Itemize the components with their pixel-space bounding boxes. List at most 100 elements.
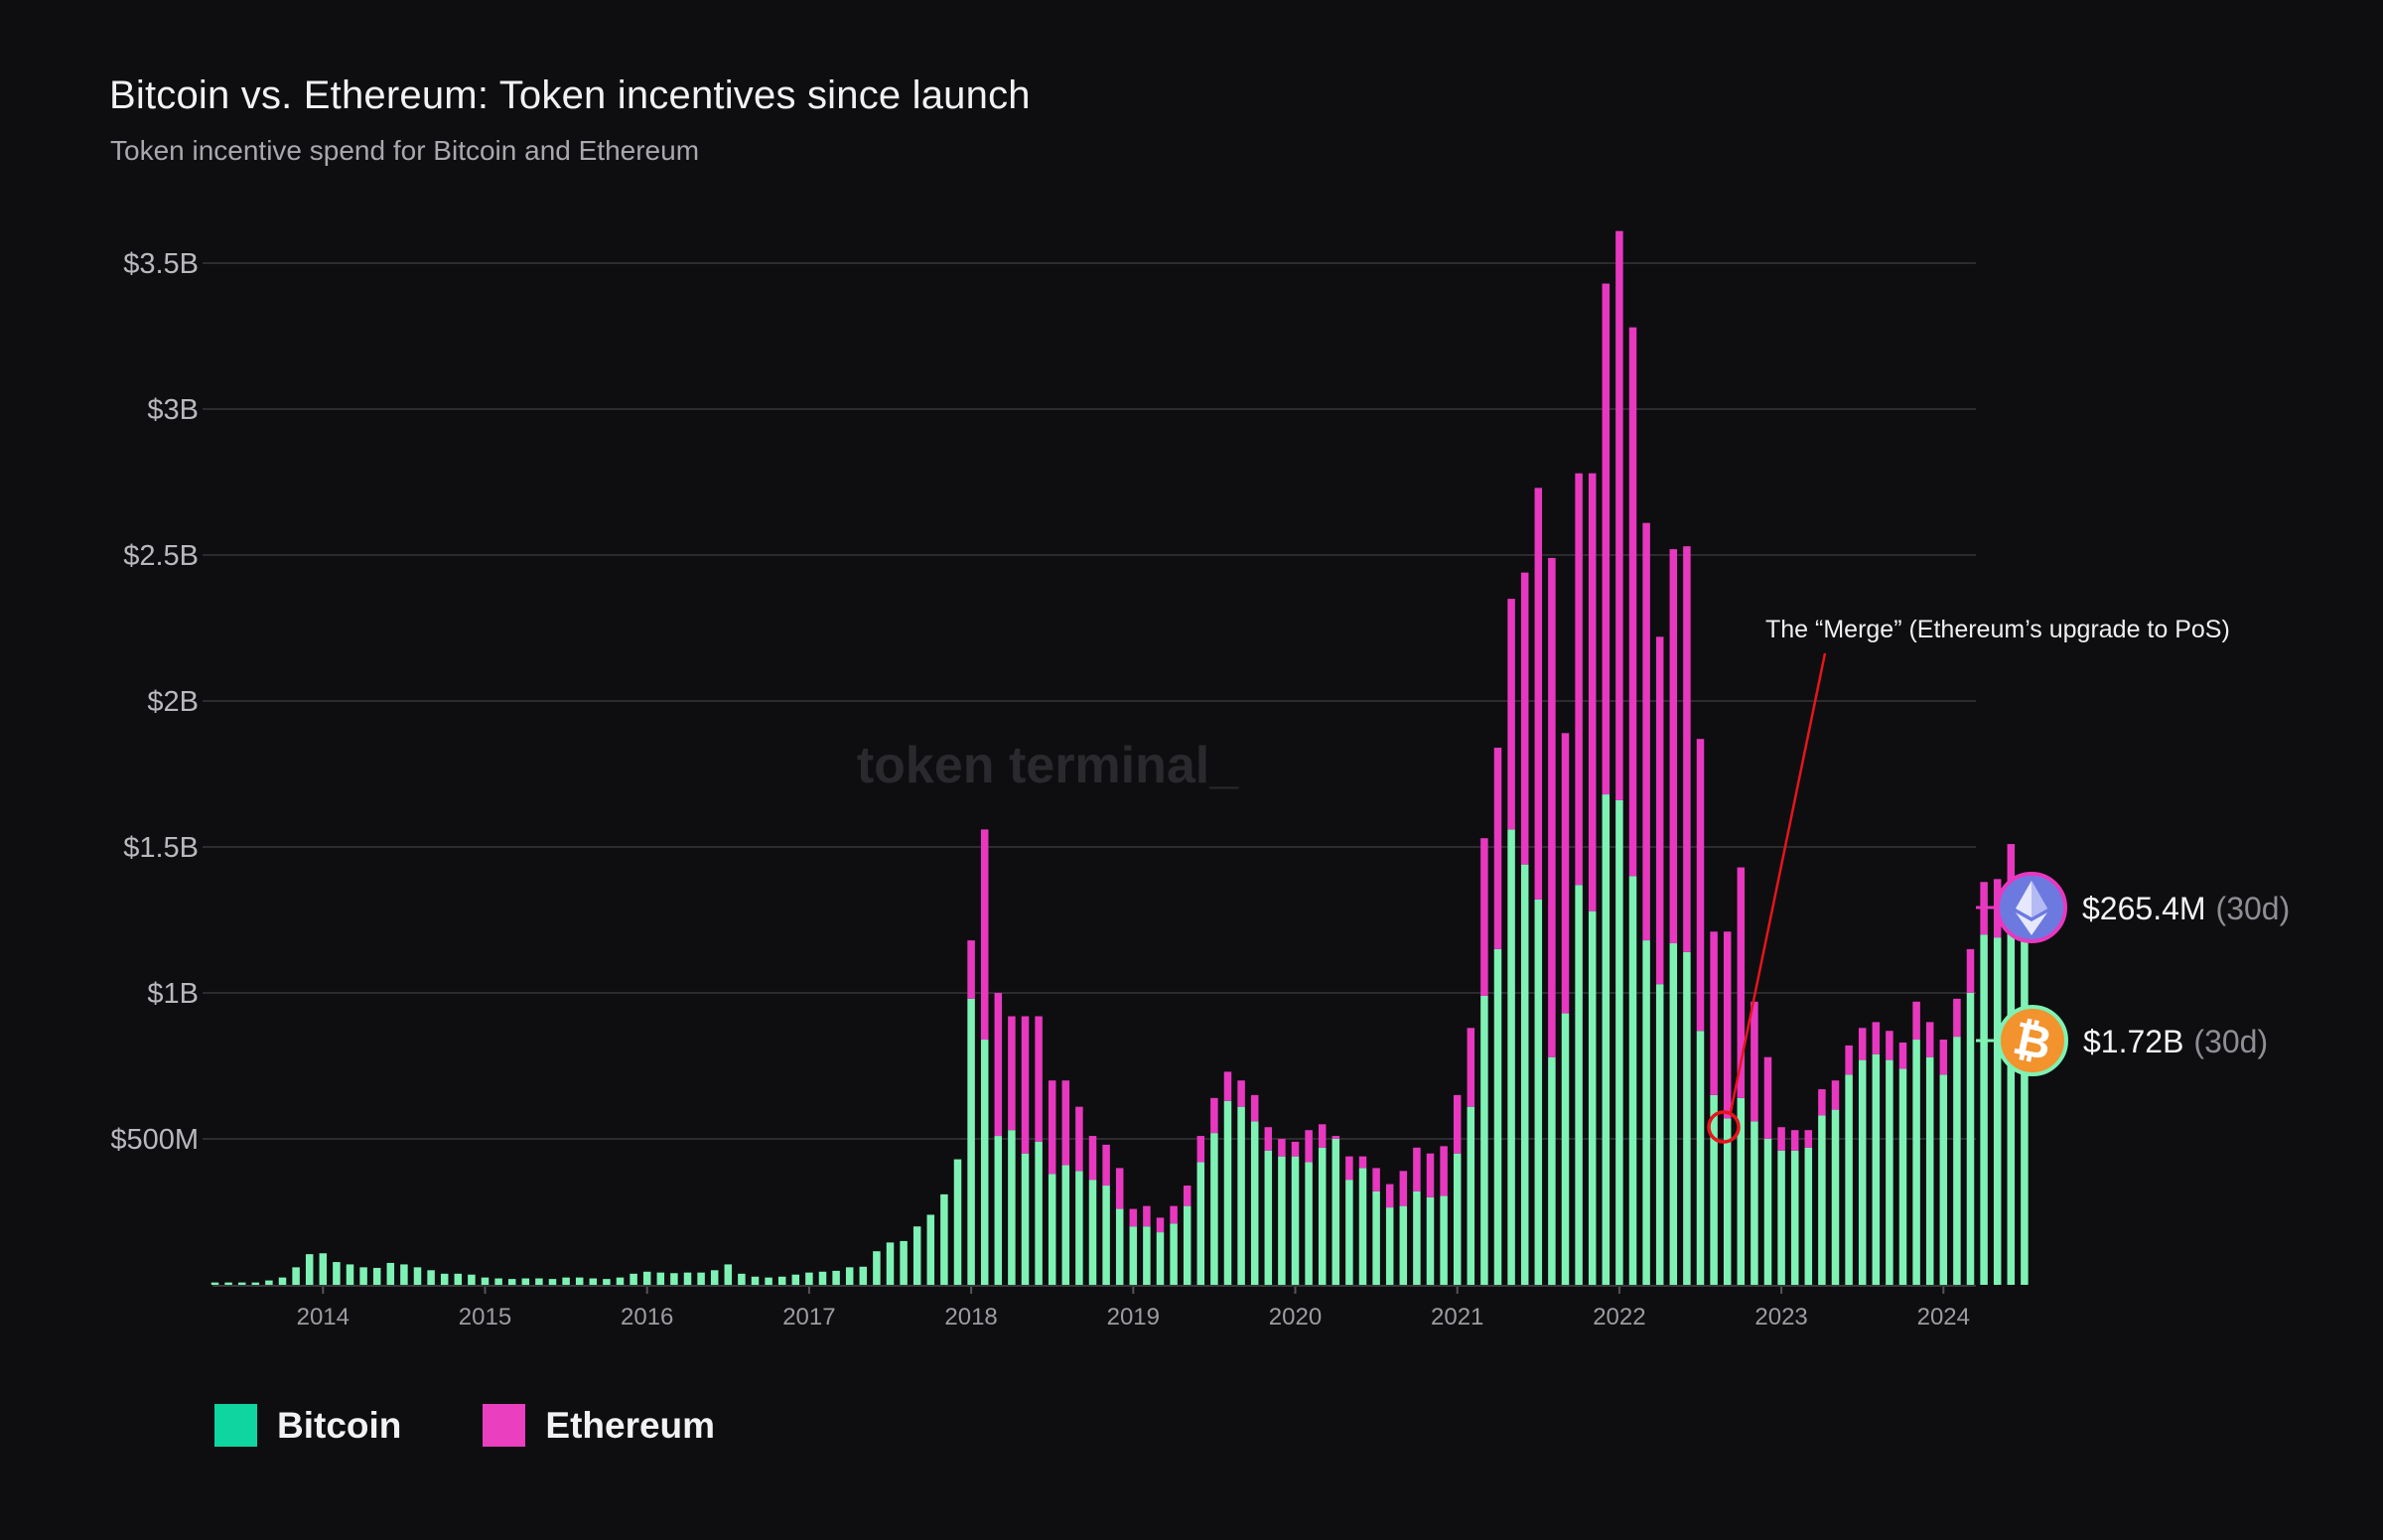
legend-label-bitcoin: Bitcoin — [277, 1404, 402, 1446]
bar-ethereum — [1628, 327, 1637, 877]
bar-ethereum — [1075, 1106, 1083, 1172]
bar-bitcoin — [926, 1214, 935, 1285]
x-tick-label: 2019 — [1107, 1304, 1160, 1330]
bar-bitcoin — [210, 1282, 219, 1285]
bar-ethereum — [1939, 1040, 1948, 1075]
bar-ethereum — [1737, 867, 1746, 1098]
bar-bitcoin — [900, 1240, 908, 1285]
y-tick-label: $2.5B — [123, 540, 199, 572]
bar-ethereum — [2007, 844, 2016, 903]
bitcoin-end-value: $1.72B — [2083, 1024, 2183, 1059]
bar-bitcoin — [1602, 794, 1611, 1285]
bar-ethereum — [1493, 748, 1502, 949]
bar-bitcoin — [859, 1266, 868, 1285]
bar-ethereum — [1602, 283, 1611, 795]
x-tick-label: 2018 — [944, 1304, 997, 1330]
bar-ethereum — [1858, 1028, 1867, 1060]
bar-ethereum — [1548, 557, 1556, 1057]
bar-ethereum — [1008, 1016, 1016, 1131]
bar-bitcoin — [805, 1272, 813, 1285]
legend-item-bitcoin[interactable]: Bitcoin — [214, 1404, 401, 1447]
bar-ethereum — [1588, 473, 1597, 911]
bar-bitcoin — [940, 1193, 948, 1285]
bar-bitcoin — [507, 1279, 516, 1285]
y-axis-ticks: $500M $1B $1.5B $2B $2.5B $3B $3.5B — [110, 248, 199, 1156]
bar-bitcoin — [656, 1272, 665, 1285]
bar-ethereum — [1237, 1080, 1245, 1107]
bitcoin-end-label: $1.72B (30d) — [2083, 1024, 2268, 1059]
bar-ethereum — [1143, 1205, 1151, 1227]
bar-bitcoin — [1278, 1156, 1286, 1285]
bar-bitcoin — [1898, 1068, 1907, 1285]
bar-ethereum — [1129, 1208, 1138, 1227]
bar-bitcoin — [1102, 1186, 1110, 1285]
ethereum-end-label: $265.4M (30d) — [2082, 891, 2290, 926]
bar-ethereum — [1669, 549, 1678, 944]
x-tick-label: 2016 — [621, 1304, 673, 1330]
bar-ethereum — [1156, 1217, 1165, 1233]
bar-ethereum — [1912, 1001, 1920, 1041]
bar-ethereum — [1385, 1184, 1394, 1208]
bar-bitcoin — [1966, 993, 1975, 1285]
bar-bitcoin — [1925, 1056, 1934, 1285]
bar-bitcoin — [1683, 951, 1691, 1285]
bar-bitcoin — [1385, 1207, 1394, 1285]
bar-bitcoin — [1723, 1118, 1732, 1285]
bar-ethereum — [1561, 733, 1570, 1014]
bar-bitcoin — [1170, 1223, 1178, 1285]
bar-ethereum — [1763, 1056, 1772, 1139]
bar-bitcoin — [1507, 829, 1515, 1285]
bar-bitcoin — [630, 1273, 637, 1285]
bar-bitcoin — [953, 1159, 962, 1285]
bar-bitcoin — [1493, 948, 1502, 1285]
bar-bitcoin — [791, 1274, 800, 1285]
bar-ethereum — [1102, 1144, 1110, 1187]
watermark: token terminal_ — [857, 737, 1239, 794]
bar-bitcoin — [1751, 1121, 1758, 1285]
bar-bitcoin — [1332, 1139, 1340, 1285]
bar-bitcoin — [1088, 1180, 1097, 1285]
x-tick-label: 2014 — [297, 1304, 350, 1330]
bar-bitcoin — [1520, 864, 1529, 1285]
bar-bitcoin — [346, 1264, 354, 1285]
bar-bitcoin — [710, 1270, 719, 1285]
bar-ethereum — [1183, 1186, 1192, 1206]
bar-bitcoin — [1372, 1190, 1380, 1285]
bar-bitcoin — [589, 1278, 598, 1285]
bar-ethereum — [1250, 1094, 1259, 1122]
bar-bitcoin — [1291, 1156, 1300, 1285]
bar-ethereum — [1818, 1089, 1826, 1116]
bar-bitcoin — [1413, 1190, 1421, 1285]
bar-ethereum — [1345, 1156, 1353, 1181]
bar-ethereum — [1061, 1080, 1070, 1166]
bar-ethereum — [1898, 1042, 1907, 1069]
bar-bitcoin — [494, 1278, 502, 1285]
bar-bitcoin — [1561, 1013, 1570, 1285]
bar-bitcoin — [1939, 1074, 1948, 1285]
bar-bitcoin — [1237, 1106, 1245, 1285]
bar-bitcoin — [1264, 1150, 1273, 1285]
x-axis-ticks: 2014 2015 2016 2017 2018 2019 2020 2021 2022 2023… — [297, 1287, 1970, 1330]
bar-bitcoin — [1156, 1232, 1165, 1285]
x-tick-label: 2024 — [1917, 1304, 1970, 1330]
bar-ethereum — [1264, 1127, 1273, 1151]
annotation-pointer — [1729, 652, 1827, 1113]
annotation-marker — [1707, 1110, 1741, 1144]
legend-item-ethereum[interactable]: Ethereum — [483, 1404, 715, 1447]
bar-ethereum — [1305, 1130, 1313, 1163]
x-tick-label: 2023 — [1754, 1304, 1807, 1330]
bar-bitcoin — [670, 1273, 678, 1285]
bar-ethereum — [1804, 1130, 1813, 1148]
bar-ethereum — [1777, 1127, 1785, 1151]
bar-bitcoin — [521, 1278, 530, 1285]
bar-ethereum — [1953, 998, 1961, 1038]
bar-bitcoin — [1886, 1059, 1893, 1285]
bar-bitcoin — [1777, 1150, 1785, 1285]
bar-bitcoin — [224, 1282, 232, 1285]
bar-bitcoin — [1804, 1147, 1813, 1285]
bar-ethereum — [1088, 1136, 1097, 1181]
bar-bitcoin — [1872, 1053, 1881, 1285]
bar-ethereum — [1886, 1031, 1893, 1060]
bar-ethereum — [1223, 1071, 1232, 1101]
bar-bitcoin — [1440, 1195, 1448, 1285]
